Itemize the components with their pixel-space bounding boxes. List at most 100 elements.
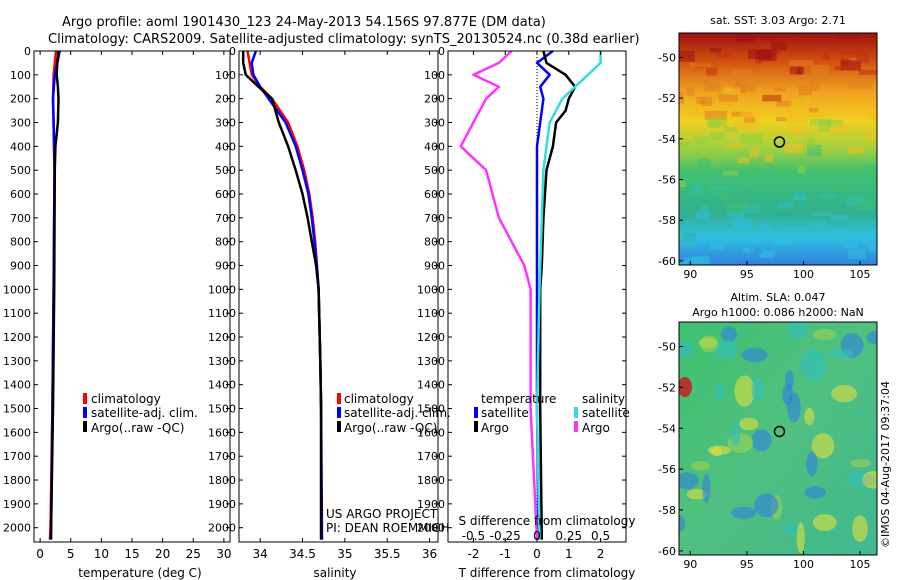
depth-tick-label: 2000 (417, 522, 445, 535)
sst-texture-cell (723, 87, 741, 95)
sst-texture-cell (806, 138, 815, 149)
sst-texture-cell (822, 52, 831, 61)
map-y-tick-label: -56 (658, 463, 676, 476)
depth-tick-label: 1000 (3, 283, 31, 296)
difference-top-axis-label: S difference from climatology (459, 514, 636, 528)
sst-texture-cell (811, 211, 832, 217)
depth-tick-label: 100 (215, 69, 236, 82)
sst-texture-cell (718, 93, 739, 102)
sst-texture-cell (695, 142, 707, 151)
sst-texture-cell (759, 250, 775, 259)
legend-header-salinity: salinity (582, 392, 625, 406)
sst-texture-cell (865, 131, 877, 141)
depth-tick-label: 200 (424, 93, 445, 106)
map-y-tick-label: -54 (658, 422, 676, 435)
depth-tick-label: 400 (424, 140, 445, 153)
depth-tick-label: 600 (215, 188, 236, 201)
salinity-axes-frame (238, 50, 439, 543)
sst-texture-cell (789, 60, 813, 67)
sst-texture-cell (679, 231, 695, 244)
sst-texture-cell (856, 51, 870, 63)
legend-swatch-sal-satellite (574, 407, 578, 418)
sst-texture-cell (734, 119, 758, 131)
x-tick-label: 5 (67, 547, 75, 561)
sst-texture-cell (740, 108, 762, 118)
sst-map-panel: sat. SST: 3.03 Argo: 2.71 90 95 100 105 -50… (658, 14, 878, 281)
sst-texture-cell (784, 143, 804, 154)
sst-texture-cell (839, 47, 863, 55)
sst-texture-cell (700, 96, 713, 106)
depth-tick-label: 1800 (208, 474, 236, 487)
depth-tick-label: 500 (215, 164, 236, 177)
sst-texture-cell (695, 211, 711, 220)
sst-texture-cell (703, 258, 722, 265)
sla-texture-eddy (679, 472, 699, 490)
sst-texture-cell (847, 146, 864, 154)
depth-tick-label: 300 (10, 117, 31, 130)
sst-texture-cell (741, 205, 761, 214)
sla-texture-eddy (679, 341, 694, 357)
sst-texture-cell (775, 117, 787, 122)
sst-texture-cell (777, 201, 795, 209)
salinity-legend: climatology satellite-adj. clim. Argo(..… (337, 392, 451, 435)
map-y-tick-label: -52 (658, 92, 676, 105)
series-line-argo-salinity (459, 50, 539, 540)
sst-texture-cell (793, 193, 806, 201)
x-tick-label: 1 (565, 547, 573, 561)
depth-tick-label: 1100 (3, 307, 31, 320)
sst-texture-cell (848, 82, 872, 90)
sst-texture-cell (679, 50, 695, 62)
legend-label-sal-satellite: satellite (582, 406, 630, 420)
sst-texture-cell (689, 62, 711, 68)
legend-header-temperature: temperature (481, 392, 556, 406)
sla-texture-eddy (720, 326, 738, 342)
sla-texture-eddy (731, 506, 757, 519)
sst-texture-cell (846, 196, 866, 206)
map-y-tick-label: -52 (658, 381, 676, 394)
depth-tick-label: 500 (424, 164, 445, 177)
temperature-axes-frame (33, 50, 231, 543)
sst-texture-cell (834, 66, 853, 71)
sst-texture-cell (776, 100, 793, 107)
depth-tick-label: 100 (10, 69, 31, 82)
legend-label-sal-argo: Argo (582, 421, 610, 435)
depth-tick-label: 1200 (208, 331, 236, 344)
map-x-tick-label: 95 (740, 268, 754, 281)
sst-texture-cell (747, 168, 764, 180)
difference-plot-area (459, 49, 602, 542)
sst-texture-cell (701, 145, 725, 154)
sst-texture-cell (733, 83, 756, 92)
x-tick-label: 25 (186, 547, 201, 561)
sst-texture-cell (755, 54, 762, 65)
depth-tick-label: 1400 (3, 379, 31, 392)
sst-texture-cell (743, 235, 764, 244)
sst-texture-cell (721, 193, 730, 200)
depth-tick-label: 0 (438, 45, 445, 58)
depth-tick-label: 600 (424, 188, 445, 201)
sst-texture-cell (829, 180, 848, 192)
sla-texture-eddy (734, 375, 755, 407)
sla-map-panel: Altim. SLA: 0.047 Argo h1000: 0.086 h200… (658, 291, 878, 571)
top-tick-label: -0.5 (462, 529, 485, 543)
sst-texture-cell (764, 154, 774, 163)
figure-title-line1: Argo profile: aoml 1901430_123 24-May-20… (62, 15, 546, 30)
sst-texture-cell (685, 100, 703, 108)
sla-texture-eddy (866, 331, 877, 345)
figure-title-line2: Climatology: CARS2009. Satellite-adjuste… (48, 32, 640, 47)
depth-tick-label: 1000 (208, 283, 236, 296)
depth-tick-label: 300 (424, 117, 445, 130)
depth-tick-label: 1600 (417, 426, 445, 439)
sst-texture-cell (710, 132, 724, 141)
depth-tick-label: 900 (10, 260, 31, 273)
credit-line-2: PI: DEAN ROEMMICH (326, 521, 449, 535)
sst-texture-cell (827, 119, 843, 128)
sst-texture-cell (811, 64, 830, 76)
depth-tick-label: 800 (215, 236, 236, 249)
sla-texture-eddy (715, 383, 724, 402)
series-line-satellite-salinity (535, 51, 602, 540)
depth-tick-label: 1300 (208, 355, 236, 368)
sst-texture-cell (706, 117, 727, 127)
sla-texture-eddy (707, 445, 731, 455)
series-line-satellite (535, 49, 554, 540)
argo-float-marker (773, 136, 786, 148)
